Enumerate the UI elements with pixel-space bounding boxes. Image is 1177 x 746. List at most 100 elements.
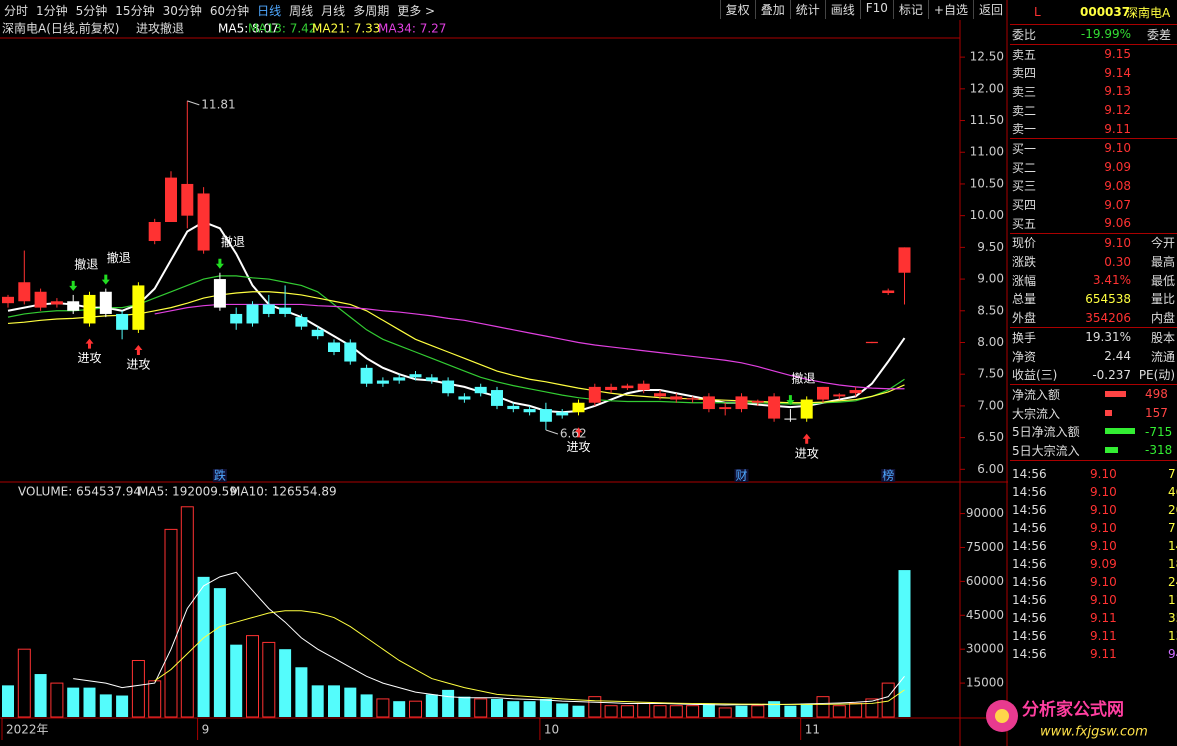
candle-body <box>621 385 634 389</box>
event-marker <box>212 469 227 482</box>
candle-body <box>393 377 406 381</box>
event-marker <box>881 469 896 482</box>
panel-row: 买四 9.07 <box>1010 195 1177 214</box>
signal-label: 撤退 <box>74 256 98 271</box>
volume-bar <box>881 682 895 718</box>
signal-arrow <box>215 258 224 269</box>
signal-label: 进攻 <box>566 440 590 454</box>
panel-row: 委比 -19.99% 委差 <box>1010 24 1177 44</box>
volume-bar <box>295 667 308 717</box>
signal-arrow <box>134 344 143 355</box>
volume-bar <box>344 687 357 717</box>
market-flag: L <box>1034 5 1041 19</box>
candle-body <box>654 393 666 397</box>
signal-arrow <box>69 280 78 291</box>
event-marker <box>734 469 749 482</box>
tick-price: 9.10 <box>1090 484 1117 499</box>
low-pointer <box>545 429 559 435</box>
period-tab[interactable]: 15分钟 <box>115 3 155 18</box>
toolbar-button[interactable]: 叠加 <box>754 0 790 19</box>
y-tick-label: 45000 <box>966 608 1004 622</box>
legend-entry: MA5: 8.07 <box>218 22 279 36</box>
period-tab[interactable]: 5分钟 <box>75 3 108 18</box>
period-tab[interactable]: 60分钟 <box>209 3 250 18</box>
period-tab[interactable]: 周线 <box>289 3 314 18</box>
flow-label: 5日大宗流入 <box>1012 443 1080 458</box>
period-tab[interactable]: 日线 <box>257 3 282 18</box>
period-tab[interactable]: 多周期 <box>353 3 390 18</box>
stat-label: 股本 <box>1150 330 1175 345</box>
stat-label: PE(动) <box>1138 368 1175 383</box>
toolbar-button[interactable]: 标记 <box>892 0 928 19</box>
candle-body <box>735 396 748 410</box>
volume-bar <box>816 696 830 718</box>
stat-value: 0.30 <box>1104 254 1131 269</box>
volume-bar <box>376 698 390 718</box>
tick-price: 9.11 <box>1090 628 1117 643</box>
flow-value: -715 <box>1145 424 1173 439</box>
panel-row: 总量 654538 量比 <box>1010 290 1177 309</box>
toolbar-button[interactable]: F10 <box>859 0 893 19</box>
tick-volume: 94 <box>1168 646 1177 661</box>
volume-bar <box>702 703 715 717</box>
y-tick-label: 7.50 <box>977 367 1004 381</box>
volume-bar <box>83 687 96 717</box>
period-tab[interactable]: 月线 <box>321 3 346 18</box>
stat-label: 总量 <box>1012 292 1037 307</box>
candle-body <box>507 405 520 410</box>
book-label: 买四 <box>1012 198 1037 213</box>
panel-row: 净资 2.44 流通 <box>1010 347 1177 366</box>
candle-body <box>132 285 145 330</box>
toolbar-button[interactable]: +自选 <box>927 0 973 19</box>
candle-body <box>360 367 373 384</box>
candle-body <box>751 400 764 403</box>
period-tab[interactable]: 1分钟 <box>36 3 68 18</box>
candle-body <box>833 394 846 397</box>
volume-bar <box>751 705 765 718</box>
volume-bar <box>784 705 797 717</box>
event-label: 跌 <box>214 468 226 483</box>
tick-price: 9.10 <box>1090 502 1117 517</box>
book-price: 9.14 <box>1104 65 1131 80</box>
candle-body <box>311 329 324 337</box>
volume-bar <box>17 648 31 718</box>
candle-body <box>262 304 275 314</box>
event-label: 财 <box>735 469 747 483</box>
toolbar-button[interactable]: 复权 <box>719 0 755 19</box>
toolbar-buttons: 复权 叠加 统计 画线 F10 标记 +自选 返回 <box>719 0 1008 19</box>
stat-value: 354206 <box>1085 310 1131 325</box>
candle-body <box>523 409 536 413</box>
volume-bar <box>669 705 683 718</box>
signal-label: 撤退 <box>221 234 245 249</box>
volume-bar <box>311 685 324 717</box>
panel-row: 收益(三) -0.237 PE(动) <box>1010 365 1177 384</box>
period-tab[interactable]: 30分钟 <box>162 3 202 18</box>
logo <box>995 709 1009 723</box>
candle-body <box>817 386 829 400</box>
volume-bar <box>620 705 634 718</box>
candle-body <box>409 374 422 378</box>
candle-body <box>99 291 112 314</box>
panel-row: 14:56 9.11 35 <box>1010 609 1177 627</box>
y-tick-label: 9.00 <box>977 272 1004 286</box>
panel-row: 14:56 9.10 7 <box>1010 519 1177 537</box>
stat-value: 654538 <box>1085 291 1131 306</box>
flow-label: 净流入额 <box>1012 387 1061 402</box>
book-label: 买五 <box>1012 216 1037 231</box>
volume-bar <box>523 701 536 717</box>
period-tab[interactable]: 分时 <box>4 3 29 18</box>
tick-price: 9.11 <box>1090 610 1117 625</box>
toolbar-button[interactable]: 返回 <box>972 0 1008 19</box>
tick-price: 9.10 <box>1090 592 1117 607</box>
signal-arrow <box>101 274 110 285</box>
book-price: 9.07 <box>1104 197 1131 212</box>
stat-label: 今开 <box>1150 236 1175 251</box>
volume-bar <box>572 705 585 717</box>
legend-entry: MA5: 192009.59 <box>138 485 237 499</box>
volume-bar <box>360 694 373 717</box>
volume-bar <box>442 689 455 717</box>
period-tab[interactable]: 更多 > <box>397 3 436 18</box>
toolbar-button[interactable]: 画线 <box>824 0 860 19</box>
toolbar-button[interactable]: 统计 <box>789 0 825 19</box>
